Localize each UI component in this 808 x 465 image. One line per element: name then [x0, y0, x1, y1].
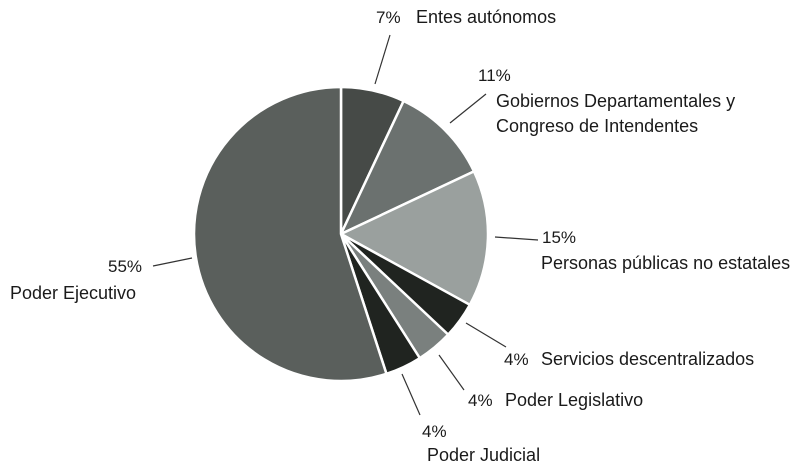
- leader-line: [438, 354, 465, 391]
- slice-category-label: Poder Legislativo: [505, 390, 643, 410]
- slice-percent-label: 11%: [478, 66, 511, 85]
- slice-percent-label: 4%: [422, 422, 447, 441]
- slice-category-label: Gobiernos Departamentales y: [496, 91, 735, 111]
- pie-slices: [192, 85, 490, 383]
- pie-slice-poder-ejecutivo: [192, 85, 388, 383]
- slice-percent-label: 7%: [376, 8, 401, 27]
- slice-category-label: Congreso de Intendentes: [496, 116, 698, 136]
- slice-category-label: Personas públicas no estatales: [541, 253, 790, 273]
- pie-slice-personas-públicas-no-estatales: [339, 170, 490, 307]
- slice-percent-label: 4%: [504, 350, 529, 369]
- pie-slice-gobiernos-departamentales-y-congreso-de-intendentes: [339, 99, 476, 236]
- leader-line: [401, 373, 421, 416]
- leader-line: [494, 236, 539, 241]
- slice-category-label: Poder Ejecutivo: [10, 283, 136, 303]
- slice-category-label: Entes autónomos: [416, 7, 556, 27]
- slice-percent-label: 15%: [542, 228, 576, 247]
- slice-category-label: Servicios descentralizados: [541, 349, 754, 369]
- slice-category-label: Poder Judicial: [427, 445, 540, 465]
- slice-percent-label: 4%: [468, 391, 493, 410]
- pie-labels: 7% Entes autónomos 11% Gobiernos Departamen…: [10, 7, 790, 465]
- leader-line: [449, 93, 487, 124]
- slice-percent-label: 55%: [108, 257, 142, 276]
- leader-line: [374, 34, 391, 85]
- leader-line: [152, 257, 193, 267]
- leader-line: [465, 322, 507, 348]
